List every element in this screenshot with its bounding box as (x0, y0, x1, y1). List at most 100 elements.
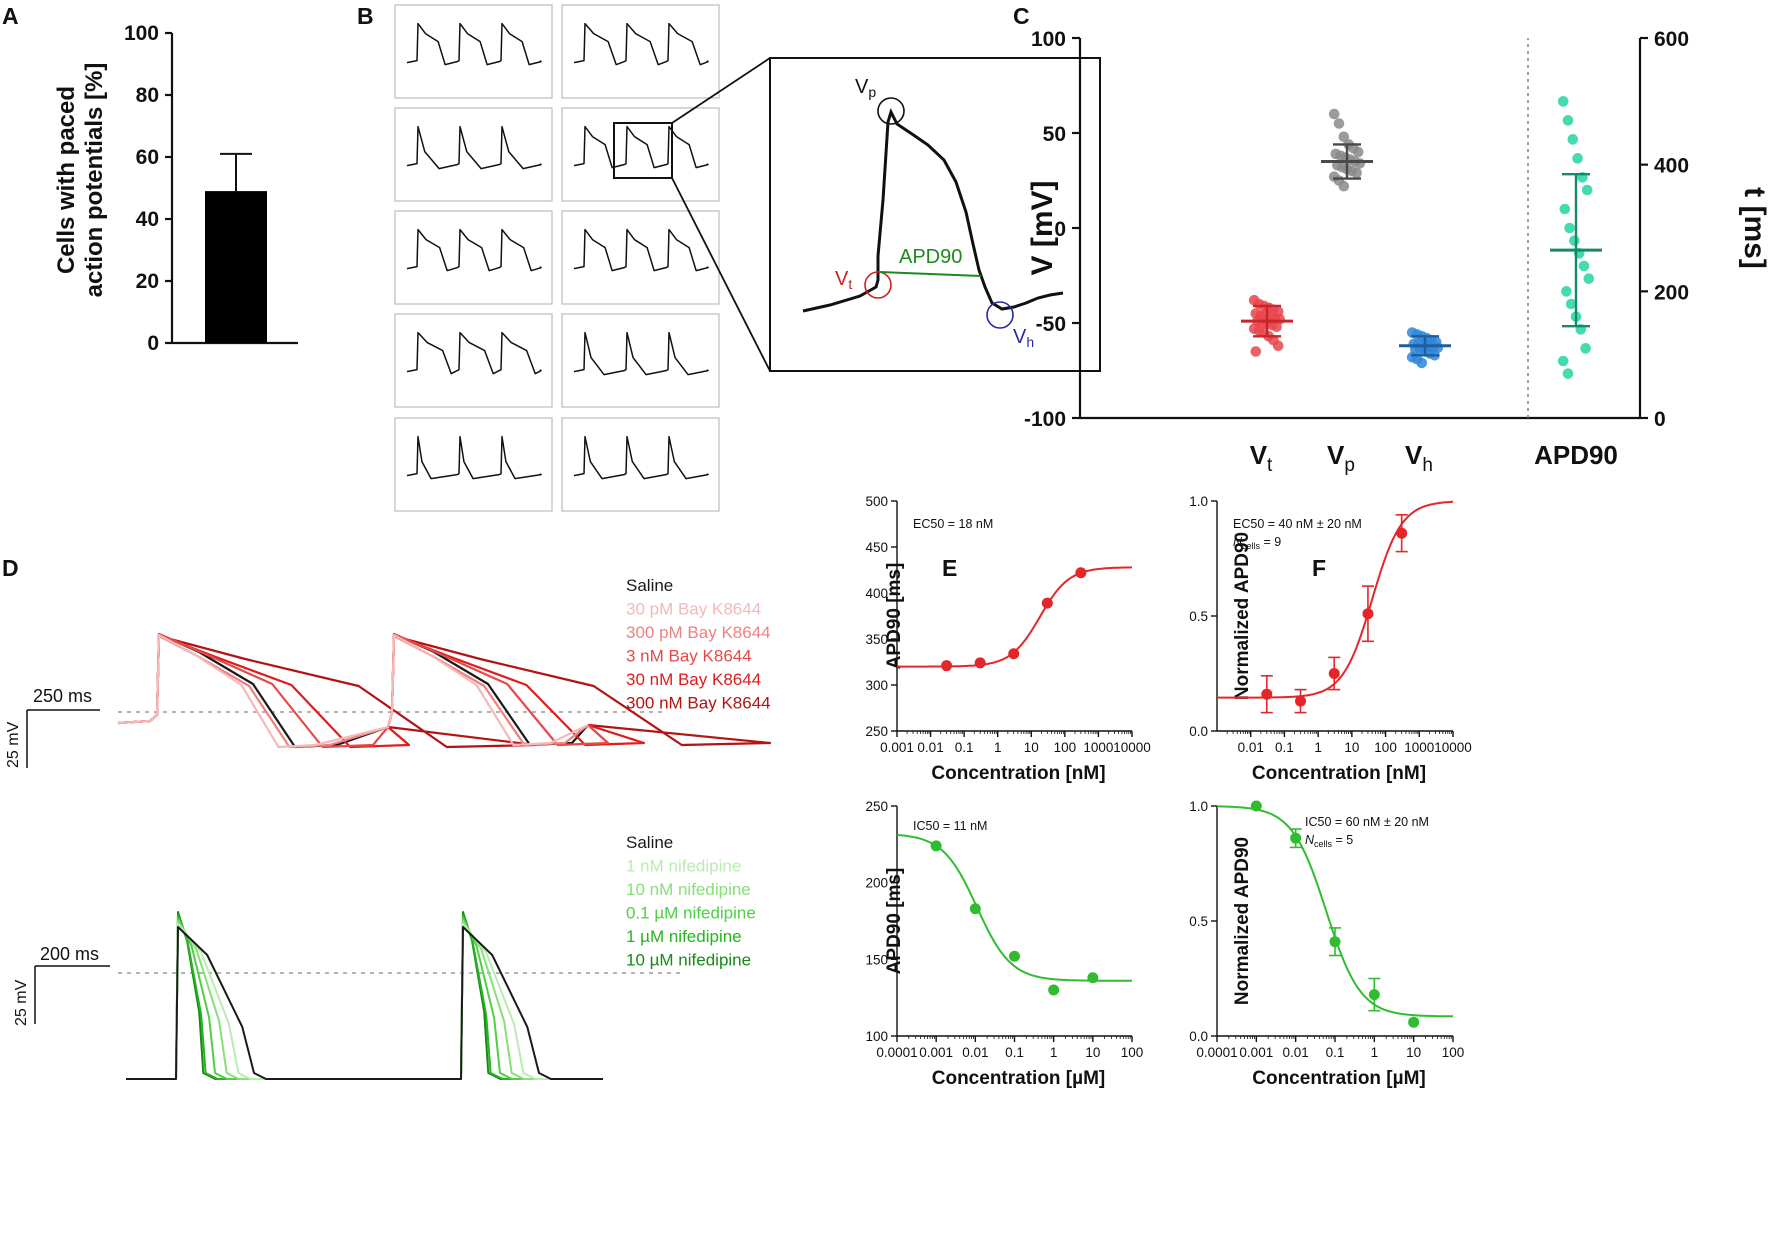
nif-trace (126, 914, 603, 1080)
dr-x-tick-label: 100 (1054, 740, 1077, 755)
dr-x-tick-label: 0.1 (1275, 740, 1294, 755)
dr-x-tick-label: 10000 (1434, 740, 1472, 755)
dr-x-axis-label: Concentration [nM] (931, 763, 1105, 784)
c-x-category-label: Vh (1405, 440, 1433, 476)
dr-y-tick-label: 0.5 (1189, 609, 1208, 624)
dr-n-cells: Ncells = 5 (1305, 833, 1353, 849)
a-y-axis-label: Cells with pacedaction potentials [%] (53, 63, 108, 298)
dr-x-tick-label: 10 (1344, 740, 1359, 755)
b-thumbnail (394, 107, 553, 202)
c-y-right-tick-label: 0 (1654, 408, 1666, 431)
zoom-connector-bottom (671, 177, 771, 372)
dr-annotation: EC50 = 40 nM ± 20 nM (1233, 517, 1362, 531)
c-data-point (1580, 343, 1591, 354)
bay-scale-bar: 250 ms 25 mV (5, 686, 100, 768)
dr-data-point (1261, 688, 1273, 700)
bay-legend-item: Saline (626, 576, 673, 595)
b-thumbnail-trace (573, 331, 709, 376)
dr-x-axis-label: Concentration [µM] (1252, 1068, 1426, 1089)
b-thumbnail-trace (573, 125, 709, 169)
dr-data-point (1087, 972, 1099, 984)
dr-x-tick-label: 100 (1442, 1045, 1465, 1060)
a-y-tick-label: 80 (136, 84, 159, 107)
b-thumbnail (394, 4, 553, 99)
dr-x-tick-label: 1 (1314, 740, 1322, 755)
b-thumbnail-frame (394, 313, 553, 408)
dr-x-tick-label: 10 (1406, 1045, 1421, 1060)
c-data-point (1565, 298, 1577, 310)
panel-b-zoom-view: Vp Vt Vh APD90 (613, 57, 1101, 372)
bay-legend-item: 30 nM Bay K8644 (626, 670, 761, 689)
zoom-connector-top (671, 57, 771, 124)
b-thumbnail-frame (394, 107, 553, 202)
b-thumbnail (561, 107, 720, 202)
dr-x-tick-label: 0.01 (917, 740, 943, 755)
c-y-tick-label: 0 (1054, 218, 1066, 241)
c-series-vh (1399, 327, 1451, 369)
dr-y-tick-label: 300 (865, 678, 888, 693)
dr-n-cells: Ncells = 9 (1233, 535, 1281, 551)
dr-data-point (930, 840, 942, 852)
c-y-right-tick-label: 400 (1654, 155, 1689, 178)
c-data-point (1338, 180, 1350, 192)
c-y-tick-label: 50 (1043, 123, 1066, 146)
c-x-category-label: Vp (1327, 440, 1355, 476)
b-thumbnail-trace (573, 435, 709, 480)
panel-b-trace-grid (394, 4, 720, 512)
a-y-axis-label-line1: Cells with paced (53, 86, 80, 274)
dose-response-e-top: 0.001 0.01 0.1 1 10 100 1000 10000 250 300 350 400 4… (865, 494, 1150, 784)
c-x-category-label: Vt (1250, 440, 1273, 476)
c-series-vp (1321, 108, 1373, 192)
a-y-axis-label-line2: action potentials [%] (81, 63, 108, 298)
bay-legend-item: 300 pM Bay K8644 (626, 623, 771, 642)
c-data-point (1272, 340, 1284, 352)
dr-x-tick-label: 0.001 (1239, 1045, 1273, 1060)
dr-data-point (1048, 984, 1060, 996)
dr-y-axis-label: APD90 [ms] (884, 868, 905, 975)
dr-x-tick-label: 0.1 (1326, 1045, 1345, 1060)
vp-label: Vp (855, 76, 876, 100)
b-thumbnail (561, 417, 720, 512)
c-data-point (1567, 134, 1579, 145)
dr-y-tick-label: 350 (865, 632, 888, 647)
dr-y-tick-label: 0.0 (1189, 1029, 1208, 1044)
dr-annotation: EC50 = 18 nM (913, 517, 993, 531)
dr-data-point (1075, 567, 1087, 579)
b-thumbnail-trace (406, 228, 542, 272)
c-data-point (1562, 115, 1574, 126)
panel-ef-dose-response: 0.001 0.01 0.1 1 10 100 1000 100002503003504004… (865, 494, 1471, 1089)
c-data-point (1271, 321, 1282, 333)
dr-data-point (969, 903, 981, 915)
b-thumbnail-frame (561, 4, 720, 99)
nif-legend-item: 10 µM nifedipine (626, 951, 751, 970)
nif-legend-item: 1 nM nifedipine (626, 857, 741, 876)
dr-x-tick-label: 0.1 (1005, 1045, 1024, 1060)
panel-c-scatter: -100 -50 0 50 100 0 200 400 600 V [mV] t [ms] Vt Vp V… (1024, 28, 1771, 476)
zoom-action-potential (802, 107, 1064, 313)
nif-trace (126, 926, 603, 1080)
panel-label-d: D (2, 555, 19, 581)
dr-x-tick-label: 10 (1085, 1045, 1100, 1060)
b-thumbnail-frame (561, 417, 720, 512)
b-thumbnail-frame (561, 313, 720, 408)
zoom-frame (769, 57, 1101, 372)
nif-scale-bar: 200 ms 25 mV (13, 944, 110, 1026)
dr-data-point (1250, 800, 1262, 812)
c-series-vt (1241, 294, 1293, 357)
dr-x-tick-label: 10 (1024, 740, 1039, 755)
vt-label: Vt (835, 268, 852, 292)
nif-legend-item: 10 nM nifedipine (626, 880, 751, 899)
dr-data-point (1290, 832, 1302, 844)
dr-x-tick-label: 0.01 (1283, 1045, 1309, 1060)
c-data-point (1352, 146, 1364, 158)
panel-label-a: A (2, 3, 19, 29)
dr-y-tick-label: 150 (865, 952, 888, 967)
c-y-tick-label: -100 (1024, 408, 1066, 431)
dr-data-point (974, 657, 986, 669)
apd90-label: APD90 (899, 246, 962, 268)
dr-y-tick-label: 100 (865, 1029, 888, 1044)
nif-time-scale: 200 ms (40, 944, 99, 964)
c-y-right-axis-label: t [ms] (1738, 187, 1771, 269)
dr-x-tick-label: 1000 (1083, 740, 1113, 755)
vp-marker (877, 97, 905, 125)
